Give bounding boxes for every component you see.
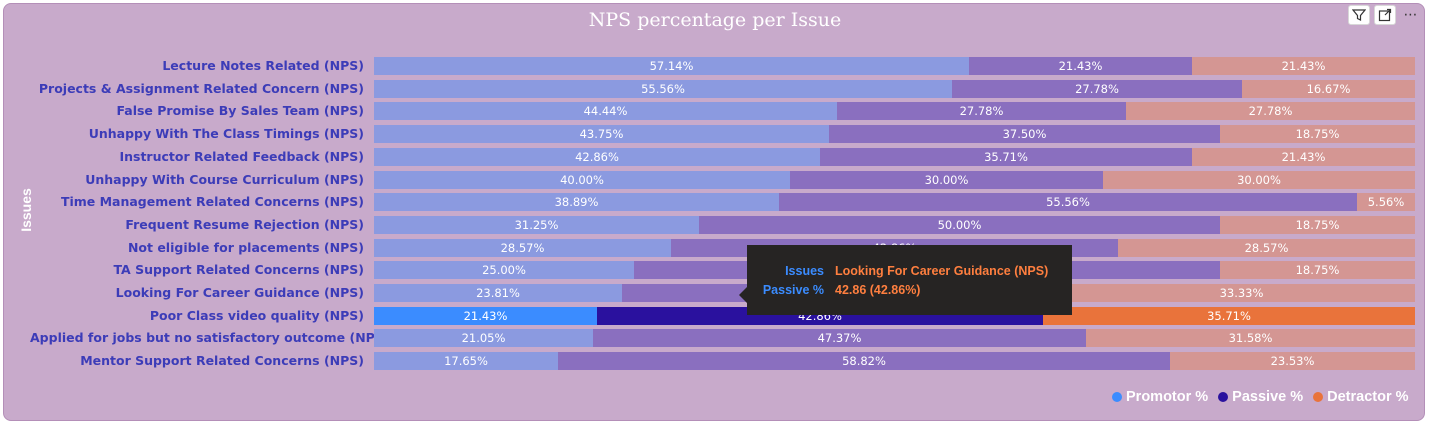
category-label: Looking For Career Guidance (NPS) (115, 285, 364, 300)
category-label: Unhappy With Course Curriculum (NPS) (85, 172, 364, 187)
legend-marker (1313, 392, 1324, 402)
category-label: False Promise By Sales Team (NPS) (116, 103, 364, 118)
bar-segment[interactable]: 5.56% (1357, 193, 1415, 211)
bar-segment[interactable]: 23.81% (374, 284, 622, 302)
bar-segment[interactable]: 28.57% (374, 239, 671, 257)
category-label: Instructor Related Feedback (NPS) (119, 149, 364, 164)
category-label: Lecture Notes Related (NPS) (162, 58, 364, 73)
bar-segment[interactable]: 25.00% (374, 261, 634, 279)
bar-segment[interactable]: 44.44% (374, 102, 837, 120)
bar-segment[interactable]: 35.71% (1043, 307, 1415, 325)
category-label: Unhappy With The Class Timings (NPS) (88, 126, 364, 141)
bar-segment[interactable]: 17.65% (374, 352, 558, 370)
bar-segment[interactable]: 18.75% (1220, 216, 1415, 234)
bar-segment[interactable]: 28.57% (1118, 239, 1415, 257)
bar-segment[interactable]: 21.43% (969, 57, 1192, 75)
tooltip-row: Passive % 42.86 (42.86%) (747, 281, 1072, 299)
filter-icon[interactable] (1348, 5, 1370, 25)
category-label: Time Management Related Concerns (NPS) (60, 194, 364, 209)
bar-segment[interactable]: 31.25% (374, 216, 699, 234)
bar-segment[interactable]: 27.78% (952, 80, 1242, 98)
bar-segment[interactable]: 57.14% (374, 57, 969, 75)
category-label: Not eligible for placements (NPS) (127, 240, 364, 255)
bar-segment[interactable]: 16.67% (1242, 80, 1415, 98)
legend-marker (1112, 392, 1122, 402)
bar-segment[interactable]: 18.75% (1220, 125, 1415, 143)
tooltip: Issues Looking For Career Guidance (NPS)… (739, 245, 1072, 315)
bar-segment[interactable]: 43.75% (374, 125, 829, 143)
bar-segment[interactable]: 58.82% (558, 352, 1170, 370)
chart-title: NPS percentage per Issue (588, 9, 842, 31)
category-label: Mentor Support Related Concerns (NPS) (80, 353, 364, 368)
bar-segment[interactable]: 38.89% (374, 193, 779, 211)
legend-label: Detractor % (1327, 389, 1409, 405)
bar-segment[interactable]: 27.78% (837, 102, 1126, 120)
bar-segment[interactable]: 35.71% (820, 148, 1192, 166)
category-label: Poor Class video quality (NPS) (149, 308, 364, 323)
bar-segment[interactable]: 21.43% (1192, 148, 1415, 166)
bar-segment[interactable]: 30.00% (790, 171, 1103, 189)
bar-segment[interactable]: 33.33% (1068, 284, 1415, 302)
bar-segment[interactable]: 23.53% (1170, 352, 1415, 370)
more-options-icon[interactable]: ⋯ (1403, 7, 1419, 23)
bar-segment[interactable]: 18.75% (1220, 261, 1415, 279)
category-label: Projects & Assignment Related Concern (N… (38, 81, 364, 96)
bar-segment[interactable]: 31.58% (1086, 329, 1415, 347)
bar-segment[interactable]: 55.56% (374, 80, 952, 98)
legend-label: Promotor % (1126, 389, 1209, 405)
bar-segment[interactable]: 21.05% (374, 329, 593, 347)
legend-item-passive[interactable]: Passive % (1218, 389, 1303, 405)
visual-toolbar: ⋯ (1348, 5, 1428, 27)
focus-mode-icon[interactable] (1374, 5, 1396, 25)
category-label: Frequent Resume Rejection (NPS) (125, 217, 364, 232)
category-label: TA Support Related Concerns (NPS) (113, 262, 365, 277)
bar-segment[interactable]: 37.50% (829, 125, 1220, 143)
category-label: Applied for jobs but no satisfactory out… (30, 330, 390, 345)
legend-item-detractor[interactable]: Detractor % (1313, 389, 1409, 405)
bar-segment[interactable]: 40.00% (374, 171, 790, 189)
bar-segment[interactable]: 55.56% (779, 193, 1357, 211)
tooltip-row: Issues Looking For Career Guidance (NPS) (747, 262, 1072, 280)
bar-segment[interactable]: 21.43% (1192, 57, 1415, 75)
tooltip-value: 42.86 (42.86%) (835, 283, 921, 297)
bar-segment[interactable]: 50.00% (699, 216, 1220, 234)
legend-marker (1218, 392, 1229, 402)
bar-segment[interactable]: 30.00% (1103, 171, 1415, 189)
legend-label: Passive % (1232, 389, 1304, 405)
tooltip-key: Passive % (762, 283, 824, 297)
bar-segment[interactable]: 42.86% (374, 148, 820, 166)
bar-segment[interactable]: 27.78% (1126, 102, 1415, 120)
tooltip-pointer (739, 287, 747, 303)
legend: Promotor % Passive % Detractor % (1112, 388, 1409, 406)
bar-segment[interactable]: 21.43% (374, 307, 597, 325)
tooltip-key: Issues (785, 264, 824, 278)
bar-segment[interactable]: 47.37% (593, 329, 1086, 347)
tooltip-value: Looking For Career Guidance (NPS) (835, 264, 1049, 278)
legend-item-promotor[interactable]: Promotor % (1112, 389, 1208, 405)
